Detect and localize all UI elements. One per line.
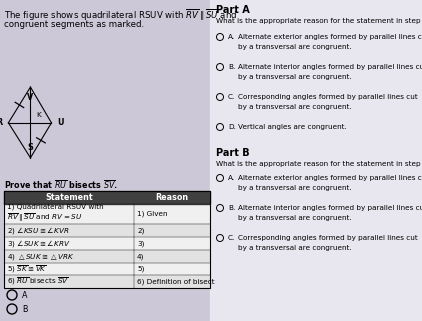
Text: Reason: Reason [155,193,189,202]
Bar [210,0,422,321]
Bar [4,191,210,204]
Bar [134,275,210,288]
Bar [4,204,134,224]
Bar [134,224,210,237]
Bar [4,224,134,237]
Text: 1) Quadrilateral RSUV with
$\overline{RV} \parallel \overline{SU}$ and $RV = SU$: 1) Quadrilateral RSUV with $\overline{RV… [7,204,104,224]
Text: by a transversal are congruent.: by a transversal are congruent. [238,185,352,191]
Text: U: U [57,118,64,127]
Text: Alternate interior angles formed by parallel lines cut: Alternate interior angles formed by para… [238,64,422,70]
Text: 1) Given: 1) Given [137,211,168,217]
Text: B.: B. [228,205,235,211]
Text: Vertical angles are congruent.: Vertical angles are congruent. [238,124,347,130]
Text: congruent segments as marked.: congruent segments as marked. [4,20,144,29]
Text: Alternate exterior angles formed by parallel lines cut: Alternate exterior angles formed by para… [238,175,422,181]
Text: Alternate exterior angles formed by parallel lines cut: Alternate exterior angles formed by para… [238,34,422,40]
Text: S: S [27,143,33,152]
Text: 3): 3) [137,240,144,247]
Text: A.: A. [228,34,235,40]
Text: V: V [27,93,34,102]
Bar [134,263,210,275]
Bar [134,250,210,263]
Text: 6) Definition of bisect: 6) Definition of bisect [137,278,215,285]
Bar [134,237,210,250]
Text: What is the appropriate reason for the statement in step 3?: What is the appropriate reason for the s… [216,161,422,167]
Text: 4) $\triangle SUK \cong \triangle VRK$: 4) $\triangle SUK \cong \triangle VRK$ [7,251,74,262]
Text: 5): 5) [137,266,144,272]
Text: B: B [22,305,27,314]
Text: B.: B. [228,64,235,70]
Text: by a transversal are congruent.: by a transversal are congruent. [238,74,352,80]
Text: A: A [22,291,27,299]
Bar [4,191,210,288]
Text: Corresponding angles formed by parallel lines cut: Corresponding angles formed by parallel … [238,235,418,241]
Text: The figure shows quadrilateral RSUV with $\overline{RV} \parallel \overline{SU}$: The figure shows quadrilateral RSUV with… [4,8,237,23]
Text: by a transversal are congruent.: by a transversal are congruent. [238,104,352,110]
Text: 3) $\angle SUK \cong \angle KRV$: 3) $\angle SUK \cong \angle KRV$ [7,238,70,249]
Bar [4,250,134,263]
Text: C.: C. [228,94,235,100]
Text: by a transversal are congruent.: by a transversal are congruent. [238,245,352,251]
Bar [134,204,210,224]
Text: D.: D. [228,124,236,130]
Bar [4,237,134,250]
Text: 6) $\overline{RU}$ bisects $\overline{SV}$: 6) $\overline{RU}$ bisects $\overline{SV… [7,276,69,287]
Text: 5) $\overline{SK} \cong \overline{VK}$: 5) $\overline{SK} \cong \overline{VK}$ [7,263,47,275]
Text: K: K [36,112,41,118]
Text: Part A: Part A [216,5,250,15]
Text: 4): 4) [137,253,144,260]
Text: Statement: Statement [45,193,93,202]
Text: Part B: Part B [216,148,250,158]
Text: 2) $\angle KSU \cong \angle KVR$: 2) $\angle KSU \cong \angle KVR$ [7,225,69,236]
Bar [4,275,134,288]
Text: 2): 2) [137,227,144,234]
Text: Corresponding angles formed by parallel lines cut: Corresponding angles formed by parallel … [238,94,418,100]
Text: Alternate interior angles formed by parallel lines cut: Alternate interior angles formed by para… [238,205,422,211]
Text: R: R [0,118,3,127]
Text: by a transversal are congruent.: by a transversal are congruent. [238,44,352,50]
Text: by a transversal are congruent.: by a transversal are congruent. [238,215,352,221]
Text: C.: C. [228,235,235,241]
Text: What is the appropriate reason for the statement in step 2?: What is the appropriate reason for the s… [216,18,422,24]
Bar [4,263,134,275]
Text: A.: A. [228,175,235,181]
Text: Prove that $\overline{RU}$ bisects $\overline{SV}$.: Prove that $\overline{RU}$ bisects $\ove… [4,178,118,191]
